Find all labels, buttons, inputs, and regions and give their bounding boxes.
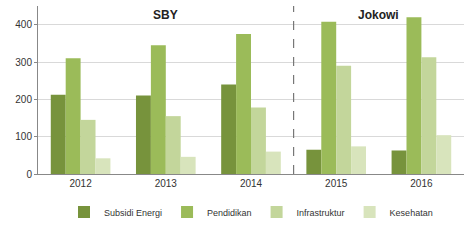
- svg-text:300: 300: [15, 57, 32, 68]
- svg-text:Jokowi: Jokowi: [358, 8, 399, 22]
- svg-text:2014: 2014: [240, 178, 263, 189]
- svg-text:200: 200: [15, 94, 32, 105]
- svg-text:Infrastruktur: Infrastruktur: [297, 208, 345, 218]
- svg-text:100: 100: [15, 131, 32, 142]
- svg-text:0: 0: [26, 169, 32, 180]
- svg-text:2012: 2012: [69, 178, 92, 189]
- svg-text:2013: 2013: [155, 178, 178, 189]
- svg-text:Pendidikan: Pendidikan: [207, 208, 252, 218]
- svg-text:SBY: SBY: [153, 8, 178, 22]
- svg-text:Kesehatan: Kesehatan: [390, 208, 433, 218]
- svg-text:Subsidi Energi: Subsidi Energi: [104, 208, 162, 218]
- svg-text:400: 400: [15, 19, 32, 30]
- svg-text:2016: 2016: [410, 178, 433, 189]
- svg-text:2015: 2015: [325, 178, 348, 189]
